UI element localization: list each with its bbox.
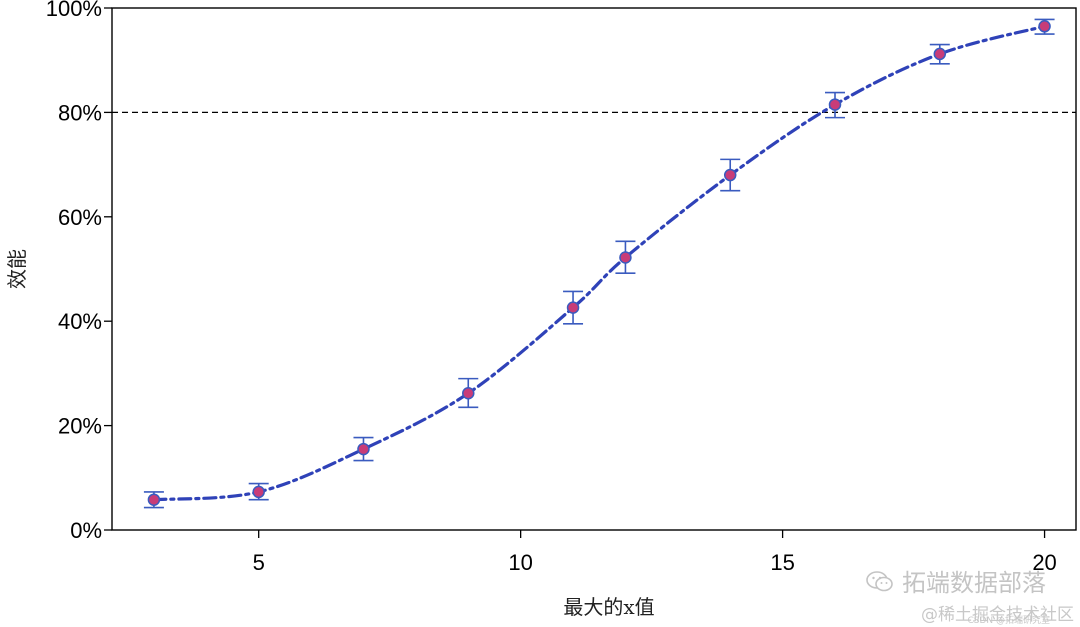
data-point	[147, 493, 161, 506]
data-point	[723, 168, 737, 182]
x-tick-label: 10	[508, 550, 532, 575]
y-tick-label: 60%	[58, 205, 102, 230]
data-point	[566, 301, 580, 314]
y-tick-label: 0%	[70, 518, 102, 543]
data-point	[252, 485, 265, 499]
data-point	[462, 386, 475, 400]
watermark-brand: 拓端数据部落	[866, 563, 1046, 598]
y-tick-label: 80%	[58, 100, 102, 125]
series-line	[152, 24, 1047, 502]
x-tick-label: 15	[770, 550, 794, 575]
y-tick-label: 100%	[46, 0, 102, 21]
watermark-csdn: CSDN @拓端研究室	[967, 616, 1050, 626]
data-point	[1038, 20, 1051, 33]
x-tick-label: 5	[253, 550, 265, 575]
x-tick-label: 20	[1032, 550, 1056, 575]
data-point	[828, 98, 842, 111]
wechat-icon	[866, 571, 893, 592]
data-point	[357, 442, 370, 456]
y-tick-label: 40%	[58, 309, 102, 334]
plot-frame	[111, 7, 1077, 531]
data-point	[619, 251, 632, 264]
y-axis-title: 效能	[5, 249, 29, 289]
watermark-community: @稀土掘金技术社区	[921, 605, 1074, 625]
x-axis-title: 最大的x值	[563, 595, 654, 619]
watermark-brand-text: 拓端数据部落	[902, 569, 1046, 597]
y-tick-label: 20%	[58, 414, 102, 439]
data-point	[933, 47, 947, 61]
